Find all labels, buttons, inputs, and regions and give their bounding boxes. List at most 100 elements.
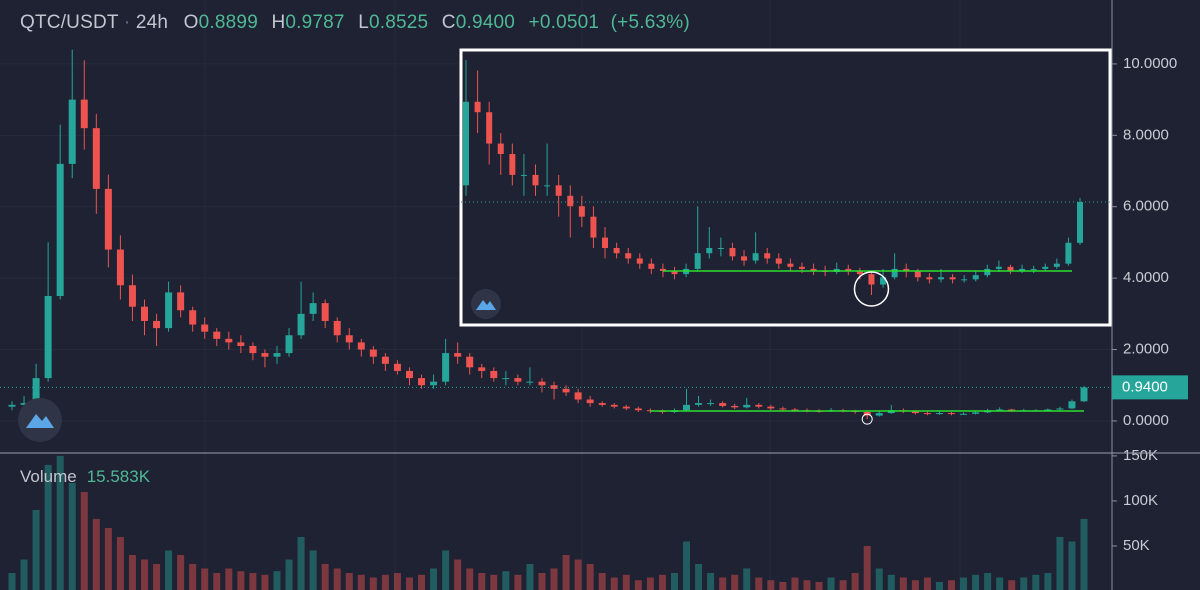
candle-body — [1065, 242, 1072, 264]
candle-body — [116, 249, 124, 286]
candle-body — [32, 378, 40, 404]
volume-bar — [92, 518, 100, 590]
volume-bar — [454, 559, 462, 590]
candle-body — [405, 370, 413, 379]
candle-body — [442, 353, 450, 382]
candle-body — [791, 409, 799, 411]
volume-bar — [213, 572, 221, 590]
volume-bar — [442, 550, 450, 590]
candle-body — [845, 268, 852, 271]
volume-bar — [165, 550, 173, 590]
volume-bar — [815, 581, 823, 590]
high-value: 0.9787 — [285, 12, 345, 33]
candle-body — [948, 413, 956, 415]
high-key: H — [271, 12, 286, 33]
volume-bar — [381, 574, 389, 590]
candle-body — [562, 388, 570, 393]
volume-bar — [670, 572, 678, 590]
candle-body — [357, 342, 365, 350]
candle-body — [369, 349, 377, 357]
volume-bar — [104, 527, 112, 590]
candle-body — [598, 403, 606, 405]
logo-icon — [26, 414, 54, 428]
candle-body — [856, 270, 863, 275]
candle-body — [779, 408, 787, 410]
candle-body — [586, 399, 594, 404]
candle-body — [544, 185, 551, 187]
candle-body — [463, 101, 469, 186]
candle-body — [752, 253, 759, 261]
header: QTC/USDT · 24h O0.8899 H0.9787 L0.8525 C… — [20, 12, 690, 34]
candle-body — [514, 378, 522, 382]
candle-body — [707, 403, 715, 405]
candle-body — [875, 413, 883, 416]
candle-body — [995, 266, 1002, 269]
candle-body — [960, 413, 968, 415]
volume-bar — [887, 574, 895, 590]
volume-bar — [767, 580, 775, 590]
last-price-badge — [1112, 375, 1188, 400]
candle-body — [926, 277, 933, 280]
candle-body — [509, 154, 516, 175]
low-key: L — [358, 12, 369, 33]
candle-body — [648, 263, 655, 269]
inset-highlight-circle — [853, 271, 890, 307]
candle-body — [729, 248, 736, 257]
volume-bar — [309, 550, 317, 590]
volume-bar — [418, 574, 426, 590]
logo-icon — [476, 300, 496, 310]
candle-body — [743, 404, 751, 408]
volume-bar — [68, 482, 76, 590]
zoom-inset — [459, 48, 1112, 327]
candle-body — [1068, 401, 1076, 409]
candle-body — [497, 143, 504, 154]
volume-bar — [297, 536, 305, 590]
volume-bar — [574, 559, 582, 590]
candle-body — [683, 404, 691, 411]
pair: QTC/USDT — [20, 12, 119, 33]
separator: · — [123, 12, 131, 33]
axis-background — [1112, 0, 1200, 590]
candle-body — [1007, 266, 1014, 271]
candle-body — [694, 253, 701, 269]
candle-body — [526, 381, 534, 383]
candle-body — [68, 99, 76, 164]
candle-body — [213, 331, 221, 339]
candle-body — [80, 99, 88, 129]
highlight-circle — [861, 413, 873, 425]
price-axis: 0.0000 2.0000 4.0000 6.0000 8.0000 10.0000 50K… — [1111, 0, 1200, 590]
volume-bar — [321, 563, 329, 590]
volume-bar — [369, 577, 377, 590]
candle-body — [659, 268, 666, 271]
volume-bar — [935, 581, 943, 590]
volume-bar — [1032, 574, 1040, 590]
candle-body — [610, 404, 618, 407]
volume-bar — [562, 554, 570, 590]
candle-body — [911, 410, 919, 414]
volume-bar — [1080, 518, 1088, 590]
volume-bar — [622, 574, 630, 590]
volume-bar — [128, 554, 136, 590]
candle-body — [972, 275, 979, 280]
volume-bar — [357, 574, 365, 590]
volume-bar — [586, 563, 594, 590]
volume-bar — [490, 574, 498, 590]
interval: 24h — [135, 12, 169, 33]
volume-bar — [466, 568, 474, 590]
y-tick-label: 8.0000 — [1123, 126, 1169, 143]
volume-bar — [743, 568, 751, 590]
volume-bar — [707, 572, 715, 590]
y-tick-label: 4.0000 — [1123, 269, 1169, 286]
open-value: 0.8899 — [198, 12, 258, 33]
volume-bar — [851, 572, 859, 590]
candle-body — [613, 248, 620, 254]
volume-bar — [345, 572, 353, 590]
candle-body — [984, 268, 991, 276]
volume-bar — [779, 581, 787, 590]
candle-body — [937, 277, 944, 280]
candle-body — [520, 174, 527, 176]
candle-body — [787, 263, 794, 267]
volume-bar — [116, 536, 124, 590]
volume-bar — [237, 571, 245, 590]
candle-body — [538, 381, 546, 386]
